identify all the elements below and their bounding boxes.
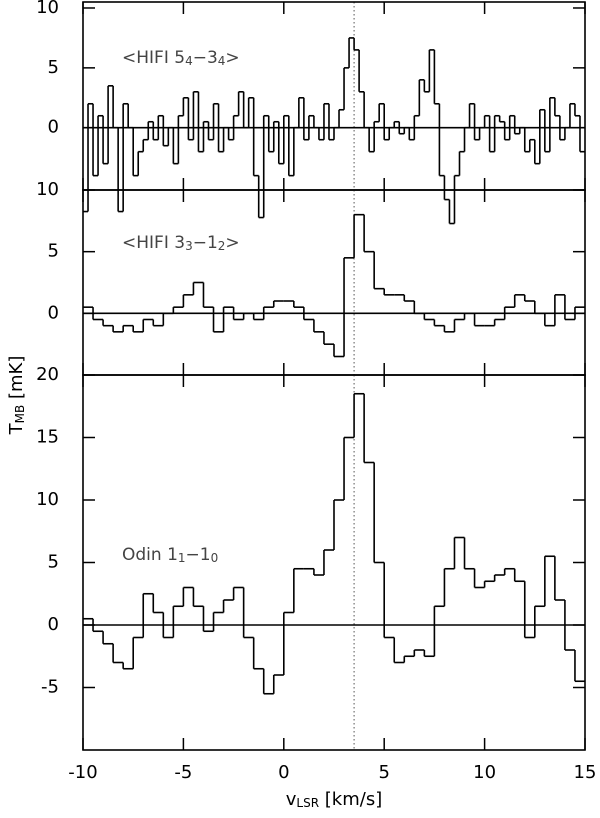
label-part: > — [225, 233, 239, 253]
step-riser — [92, 393, 576, 694]
subscript: 4 — [185, 54, 193, 68]
label-part: [km/s] — [319, 789, 382, 810]
x-tick-label: -5 — [174, 762, 192, 783]
y-tick-label: 20 — [36, 364, 59, 385]
panel-frame — [82, 1, 586, 191]
x-tick-label: 15 — [574, 762, 597, 783]
x-tick-label: 5 — [378, 762, 389, 783]
y-tick-label: 0 — [48, 117, 59, 138]
y-axis-label: TMB [mK] — [6, 356, 27, 436]
step-riser — [87, 37, 581, 224]
y-tick-label: 5 — [48, 57, 59, 78]
subscript: 3 — [185, 239, 193, 253]
x-tick-label: 0 — [278, 762, 289, 783]
label-part: Odin 1 — [122, 545, 178, 565]
subscript: LSR — [296, 796, 319, 810]
y-tick-label: 0 — [48, 302, 59, 323]
panel-label: Odin 11−10 — [122, 545, 218, 565]
panel-label: <HIFI 54−34> — [122, 48, 240, 68]
label-part: −3 — [193, 48, 218, 68]
x-axis-label: vLSR [km/s] — [286, 789, 382, 810]
x-tick-label: -10 — [68, 762, 97, 783]
label-part: <HIFI 3 — [122, 233, 185, 253]
label-part: T — [6, 422, 27, 435]
label-part: −1 — [193, 233, 218, 253]
y-tick-label: -5 — [41, 677, 59, 698]
x-tick-label: 10 — [473, 762, 496, 783]
subscript: 4 — [218, 54, 226, 68]
label-part: [mK] — [6, 356, 27, 405]
label-part: −1 — [186, 545, 211, 565]
panel-label: <HIFI 33−12> — [122, 233, 240, 253]
subscript: 2 — [218, 239, 226, 253]
subscript: MB — [13, 405, 27, 424]
y-tick-label: 0 — [48, 614, 59, 635]
y-tick-label: 10 — [36, 489, 59, 510]
y-tick-label: 15 — [36, 427, 59, 448]
label-part: > — [225, 48, 239, 68]
subscript: 0 — [211, 551, 219, 565]
y-tick-label: 10 — [36, 0, 59, 18]
label-part: <HIFI 5 — [122, 48, 185, 68]
y-tick-label: 10 — [36, 179, 59, 200]
panel-frame — [82, 374, 586, 751]
y-tick-label: 5 — [48, 552, 59, 573]
subscript: 1 — [178, 551, 186, 565]
y-tick-label: 5 — [48, 241, 59, 262]
label-part: v — [286, 789, 297, 810]
